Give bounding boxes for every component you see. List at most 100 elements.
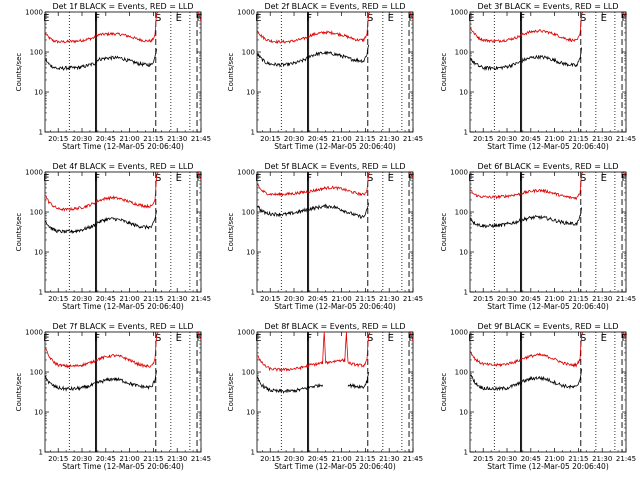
x-tick-label: 21:45 — [403, 295, 423, 303]
y-axis-label: Counts/sec — [15, 213, 23, 252]
x-tick-label: 20:45 — [308, 455, 328, 463]
time-marker-label: E — [255, 13, 261, 24]
y-tick-label: 1000 — [450, 169, 468, 177]
events-series-line — [257, 202, 369, 219]
panel-title: Det 3f BLACK = Events, RED = LLD — [477, 2, 618, 11]
x-tick-label: 20:15 — [473, 295, 493, 303]
lld-series-line — [197, 11, 202, 22]
x-tick-label: 21:15 — [568, 455, 588, 463]
y-tick-label: 1 — [251, 129, 255, 137]
lld-series-line — [409, 171, 414, 179]
panel-9: Det 9f BLACK = Events, RED = LLD 1 10 100 10… — [440, 322, 636, 471]
time-marker-label: S — [155, 13, 161, 24]
panel-4: Det 4f BLACK = Events, RED = LLD 1 10 100 10… — [15, 162, 211, 311]
x-tick-label: 20:45 — [521, 455, 541, 463]
plot-frame — [469, 331, 627, 453]
y-tick-label: 1 — [464, 449, 468, 457]
panel-title: Det 8f BLACK = Events, RED = LLD — [264, 322, 405, 331]
x-tick-label: 21:00 — [120, 295, 140, 303]
x-tick-label: 21:00 — [120, 455, 140, 463]
plot-frame — [256, 331, 414, 453]
x-tick-label: 21:15 — [355, 295, 375, 303]
y-tick-label: 1000 — [237, 169, 255, 177]
panel-title: Det 2f BLACK = Events, RED = LLD — [264, 2, 405, 11]
time-marker-label: F — [622, 333, 628, 344]
y-axis-label: Counts/sec — [227, 213, 235, 252]
events-series-line — [257, 44, 369, 68]
y-tick-label: 100 — [30, 369, 43, 377]
time-marker-label: E — [468, 173, 474, 184]
time-marker-label: E — [468, 333, 474, 344]
x-tick-label: 20:15 — [473, 455, 493, 463]
y-tick-label: 100 — [455, 49, 468, 57]
lld-series-line — [197, 171, 202, 180]
y-tick-label: 10 — [459, 89, 468, 97]
x-tick-label: 21:45 — [616, 135, 636, 143]
x-tick-label: 20:45 — [308, 295, 328, 303]
x-tick-label: 21:30 — [379, 455, 399, 463]
time-marker-label: E — [601, 333, 607, 344]
x-tick-label: 21:45 — [616, 295, 636, 303]
x-axis-label: Start Time (12-Mar-05 20:06:40) — [487, 462, 609, 471]
y-tick-label: 10 — [34, 409, 43, 417]
events-series-line — [470, 368, 582, 392]
x-tick-label: 20:45 — [96, 135, 116, 143]
time-marker-label: E — [43, 173, 49, 184]
x-tick-label: 21:30 — [379, 295, 399, 303]
x-tick-label: 20:45 — [521, 135, 541, 143]
events-series-line — [347, 371, 369, 390]
panel-title: Det 7f BLACK = Events, RED = LLD — [52, 322, 193, 331]
y-tick-label: 1000 — [237, 9, 255, 17]
events-series-line — [45, 370, 157, 392]
time-marker-label: F — [409, 13, 415, 24]
panel-8: Det 8f BLACK = Events, RED = LLD 1 10 100 10… — [227, 322, 423, 471]
time-marker-label: E — [43, 13, 49, 24]
x-tick-label: 20:45 — [308, 135, 328, 143]
panel-title: Det 4f BLACK = Events, RED = LLD — [52, 162, 193, 171]
y-axis-label: Counts/sec — [440, 213, 448, 252]
time-marker-label: F — [306, 173, 312, 184]
x-tick-label: 21:45 — [616, 455, 636, 463]
time-marker-label: S — [580, 173, 586, 184]
x-tick-label: 21:15 — [568, 135, 588, 143]
panel-title: Det 9f BLACK = Events, RED = LLD — [477, 322, 618, 331]
x-tick-label: 21:45 — [191, 455, 211, 463]
lld-series-line — [45, 11, 159, 44]
y-tick-label: 1 — [39, 289, 43, 297]
lld-series-line — [470, 11, 584, 44]
y-tick-label: 1000 — [450, 329, 468, 337]
time-marker-label: S — [367, 13, 373, 24]
time-marker-label: E — [176, 13, 182, 24]
time-marker-label: F — [519, 333, 525, 344]
y-tick-label: 10 — [459, 409, 468, 417]
x-axis-label: Start Time (12-Mar-05 20:06:40) — [487, 142, 609, 151]
x-tick-label: 21:45 — [403, 135, 423, 143]
x-axis-label: Start Time (12-Mar-05 20:06:40) — [62, 142, 184, 151]
x-tick-label: 21:00 — [332, 295, 352, 303]
x-tick-label: 20:30 — [72, 455, 92, 463]
y-tick-label: 100 — [455, 209, 468, 217]
time-marker-label: E — [388, 333, 394, 344]
y-axis-label: Counts/sec — [15, 373, 23, 412]
x-axis-label: Start Time (12-Mar-05 20:06:40) — [274, 462, 396, 471]
time-marker-label: E — [176, 173, 182, 184]
time-marker-label: S — [155, 333, 161, 344]
panel-7: Det 7f BLACK = Events, RED = LLD 1 10 100 10… — [15, 322, 211, 471]
x-tick-label: 21:45 — [403, 455, 423, 463]
plot-frame — [469, 171, 627, 293]
y-tick-label: 10 — [459, 249, 468, 257]
lld-series-line — [470, 171, 584, 201]
panel-title: Det 6f BLACK = Events, RED = LLD — [477, 162, 618, 171]
time-marker-label: S — [580, 13, 586, 24]
plot-frame — [44, 11, 202, 133]
lld-series-line — [257, 11, 371, 45]
panel-3: Det 3f BLACK = Events, RED = LLD 1 10 100 10… — [440, 2, 636, 151]
y-axis-label: Counts/sec — [440, 373, 448, 412]
x-tick-label: 21:30 — [167, 455, 187, 463]
y-tick-label: 10 — [246, 249, 255, 257]
lld-series-line — [45, 171, 159, 212]
x-tick-label: 21:30 — [592, 135, 612, 143]
time-marker-label: E — [468, 13, 474, 24]
time-marker-label: F — [519, 173, 525, 184]
x-tick-label: 21:15 — [568, 295, 588, 303]
